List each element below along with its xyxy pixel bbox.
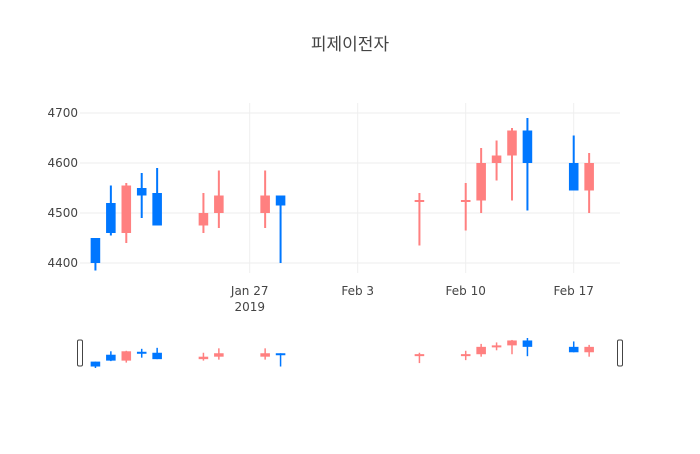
range-slider-handle-left[interactable] — [77, 339, 83, 367]
candle-body-increasing — [198, 213, 209, 226]
range-slider[interactable] — [77, 338, 623, 368]
candle-body-decreasing — [275, 195, 286, 206]
y-tick-label: 4500 — [47, 206, 78, 220]
candle-body-increasing — [491, 155, 502, 163]
slider-candle-body — [136, 351, 147, 354]
y-tick-label: 4600 — [47, 156, 78, 170]
candle-body-decreasing — [522, 130, 533, 163]
slider-candle-body — [476, 346, 486, 355]
x-tick-label: Jan 27 — [230, 284, 269, 298]
slider-candle-body — [522, 340, 533, 347]
slider-candle-body — [507, 340, 517, 346]
x-axis: Jan 27 2019 Feb 3 Feb 10 Feb 17 — [230, 284, 594, 314]
y-axis: 4400 4500 4600 4700 — [47, 106, 78, 270]
candle-body-decreasing — [136, 188, 147, 196]
grid — [80, 103, 620, 273]
slider-candle-body — [90, 361, 101, 367]
candle-body-decreasing — [106, 203, 116, 233]
candle-body-increasing — [414, 200, 425, 202]
x-tick-sublabel: 2019 — [234, 300, 265, 314]
slider-candle-body — [460, 354, 471, 357]
slider-candle-body — [568, 346, 579, 353]
candles — [90, 118, 594, 271]
candle-body-increasing — [121, 185, 132, 233]
range-slider-handle-right[interactable] — [617, 339, 623, 367]
candle-body-increasing — [476, 163, 486, 201]
slider-candle-body — [152, 352, 162, 360]
candle-body-decreasing — [152, 193, 162, 226]
chart-title: 피제이전자 — [311, 35, 390, 55]
slider-candle-body — [198, 356, 209, 360]
slider-candle-body — [275, 353, 286, 356]
candle-body-increasing — [584, 163, 594, 191]
slider-candle-body — [121, 351, 132, 361]
slider-candle-body — [214, 353, 224, 357]
candle-body-increasing — [260, 195, 270, 213]
x-tick-label: Feb 3 — [341, 284, 374, 298]
x-tick-label: Feb 10 — [446, 284, 486, 298]
slider-candle-body — [106, 354, 116, 361]
slider-candle-body — [414, 354, 425, 357]
x-tick-label: Feb 17 — [554, 284, 594, 298]
slider-candle-body — [491, 345, 502, 348]
y-tick-label: 4400 — [47, 256, 78, 270]
candle-body-increasing — [507, 130, 517, 156]
candle-body-increasing — [460, 200, 471, 202]
slider-candle-body — [584, 346, 594, 353]
y-tick-label: 4700 — [47, 106, 78, 120]
candle-body-decreasing — [90, 238, 101, 263]
slider-candle-body — [260, 353, 270, 357]
candle-body-increasing — [214, 195, 224, 213]
candle-body-decreasing — [568, 163, 579, 191]
